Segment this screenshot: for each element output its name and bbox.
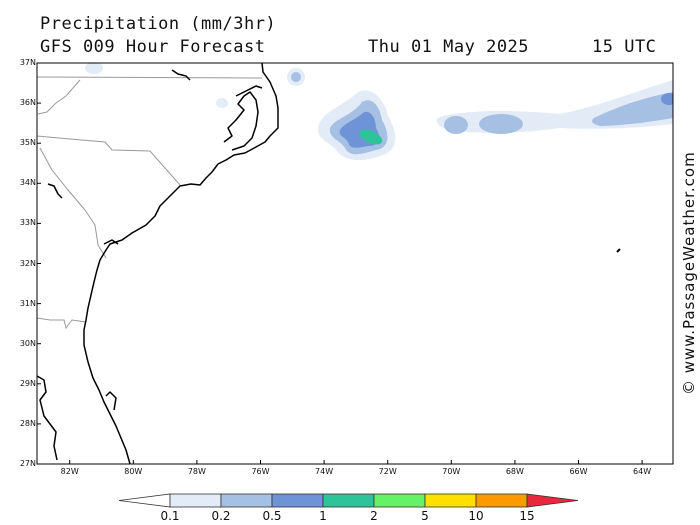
legend-label: 10: [468, 509, 484, 523]
lat-label: 35N: [19, 138, 36, 148]
forecast-time: 15 UTC: [592, 37, 657, 57]
albemarle-sound: [235, 85, 263, 97]
legend-label: 15: [519, 509, 535, 523]
lon-label: 82W: [60, 467, 79, 476]
state-borders: [37, 76, 263, 330]
legend-label: 5: [421, 509, 429, 523]
map-title: Precipitation (mm/3hr): [40, 14, 277, 34]
lat-label: 28N: [19, 418, 36, 428]
sc-ga-border: [39, 147, 107, 259]
fl-west-coast: [37, 375, 58, 461]
precip-patch: [85, 63, 103, 74]
cape-canaveral: [105, 391, 117, 411]
lon-label: 78W: [187, 467, 206, 476]
forecast-model: GFS 009 Hour Forecast: [40, 37, 266, 57]
precip-patch: [444, 116, 468, 134]
lat-label: 32N: [19, 258, 36, 268]
lat-label: 37N: [19, 58, 36, 67]
precip-patch: [479, 114, 523, 134]
ga-islands: [103, 239, 119, 245]
precip-patch: [291, 72, 301, 82]
legend-label: 0.2: [211, 509, 231, 523]
lon-label: 72W: [378, 467, 397, 476]
lon-label: 70W: [442, 467, 461, 476]
lat-label: 36N: [19, 98, 36, 108]
forecast-date: Thu 01 May 2025: [368, 37, 530, 57]
precip-patch: [359, 129, 383, 145]
lat-label: 29N: [19, 378, 36, 388]
lon-label: 76W: [251, 467, 270, 476]
lat-label: 33N: [19, 218, 36, 228]
coastlines: [37, 63, 279, 464]
precip-patch: [592, 92, 673, 126]
precip-patches: [85, 63, 673, 161]
lat-label: 30N: [19, 338, 36, 348]
bermuda: [616, 248, 621, 253]
pamlico-sound: [223, 91, 259, 151]
ga-fl-border: [37, 317, 87, 330]
precip-patch: [661, 93, 673, 105]
st-helena: [47, 183, 63, 199]
lat-label: 34N: [19, 178, 36, 188]
lat-label: 31N: [19, 298, 36, 308]
lat-label: 27N: [19, 459, 36, 468]
axis-ticks: [37, 62, 643, 465]
watermark-text: © www.PassageWeather.com: [680, 151, 698, 395]
nc-sc-tn-border: [37, 79, 81, 115]
legend-label: 0.5: [262, 509, 282, 523]
nc-sc-border: [37, 135, 181, 186]
lon-label: 80W: [124, 467, 143, 476]
lon-label: 74W: [315, 467, 334, 476]
precip-patch: [216, 98, 228, 108]
legend-label: 0.1: [160, 509, 180, 523]
lon-label: 68W: [505, 467, 524, 476]
east-coast: [83, 63, 279, 464]
chesapeake-inlet: [171, 69, 191, 81]
legend-label: 2: [370, 509, 378, 523]
lon-label: 66W: [569, 467, 588, 476]
lon-label: 64W: [633, 467, 652, 476]
legend-label: 1: [319, 509, 327, 523]
va-nc-border: [37, 76, 263, 79]
